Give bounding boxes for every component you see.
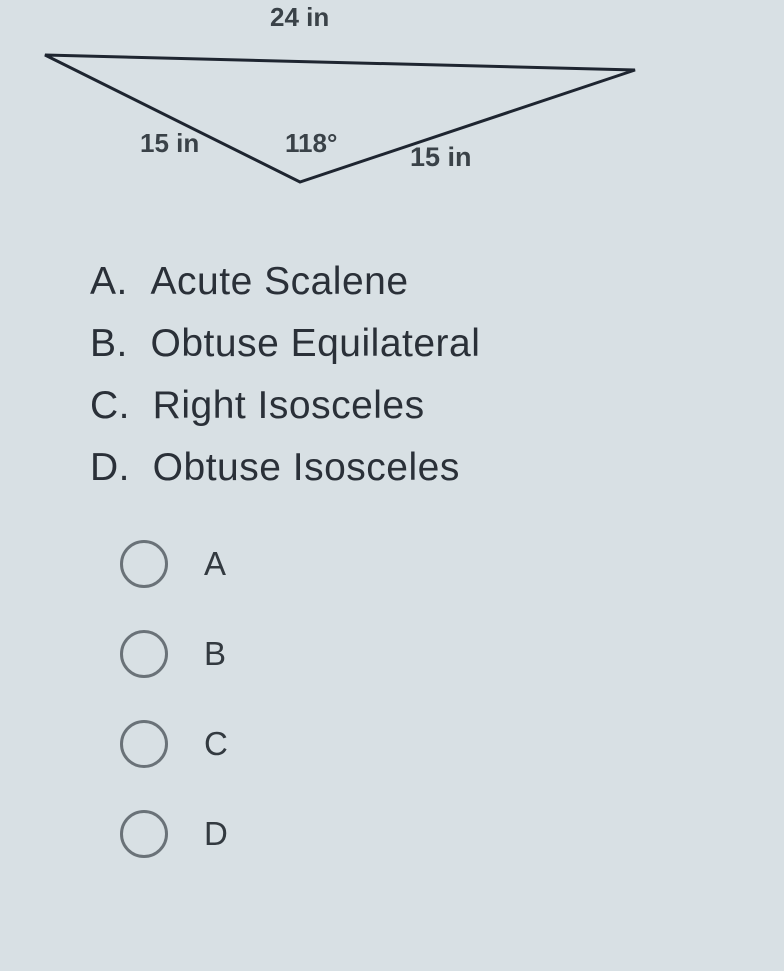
triangle-diagram: 24 in 15 in 118° 15 in [0,0,784,220]
radio-label: C [204,725,228,763]
radio-choices: A B C D [0,540,784,858]
option-a: A. Acute Scalene [90,260,784,304]
option-text: Obtuse Equilateral [151,322,481,365]
radio-label: D [204,815,228,853]
option-letter: C. [90,384,130,427]
angle-label: 118° [285,128,337,159]
option-letter: B. [90,322,128,365]
side-label-top: 24 in [270,2,329,33]
radio-circle-icon[interactable] [120,540,168,588]
triangle-shape [0,0,700,220]
radio-circle-icon[interactable] [120,630,168,678]
option-b: B. Obtuse Equilateral [90,322,784,366]
radio-item-c[interactable]: C [120,720,784,768]
option-letter: A. [90,260,128,303]
radio-label: A [204,545,226,583]
radio-item-b[interactable]: B [120,630,784,678]
radio-circle-icon[interactable] [120,810,168,858]
option-c: C. Right Isosceles [90,384,784,428]
option-text: Acute Scalene [151,260,409,303]
radio-item-a[interactable]: A [120,540,784,588]
radio-label: B [204,635,226,673]
option-text: Obtuse Isosceles [153,446,460,489]
answer-list: A. Acute Scalene B. Obtuse Equilateral C… [0,260,784,490]
option-text: Right Isosceles [153,384,425,427]
option-d: D. Obtuse Isosceles [90,446,784,490]
option-letter: D. [90,446,130,489]
side-label-left: 15 in [140,128,199,159]
side-label-right: 15 in [410,142,472,173]
radio-circle-icon[interactable] [120,720,168,768]
radio-item-d[interactable]: D [120,810,784,858]
